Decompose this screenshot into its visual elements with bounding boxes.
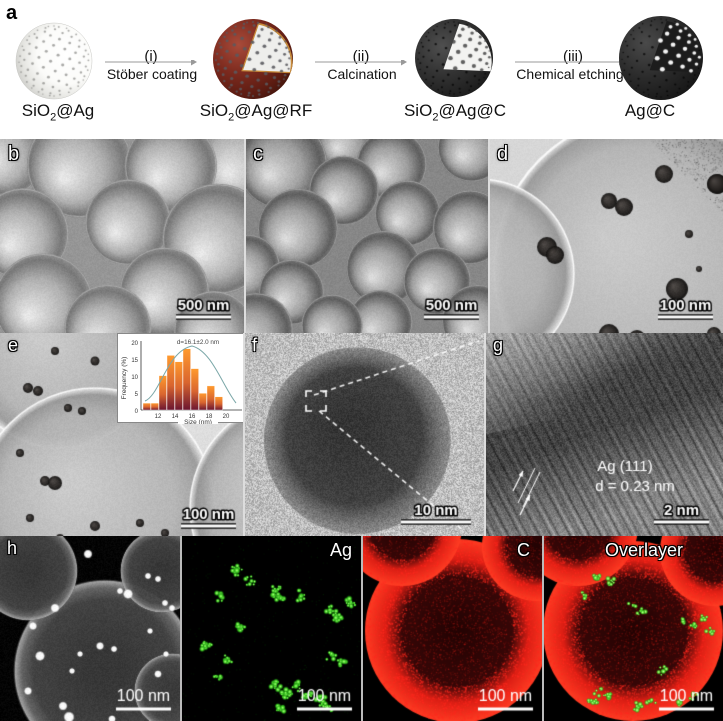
svg-text:Frequency (%): Frequency (%) (121, 357, 128, 400)
svg-text:20: 20 (131, 341, 138, 347)
svg-text:Size (nm): Size (nm) (184, 419, 212, 424)
svg-text:15: 15 (131, 358, 138, 364)
svg-text:14: 14 (172, 414, 179, 420)
svg-text:20: 20 (223, 414, 230, 420)
svg-text:d=16.1±2.0 nm: d=16.1±2.0 nm (177, 339, 219, 346)
svg-text:0: 0 (135, 409, 139, 415)
svg-text:5: 5 (135, 392, 139, 398)
svg-text:12: 12 (155, 414, 162, 420)
svg-text:10: 10 (131, 375, 138, 381)
